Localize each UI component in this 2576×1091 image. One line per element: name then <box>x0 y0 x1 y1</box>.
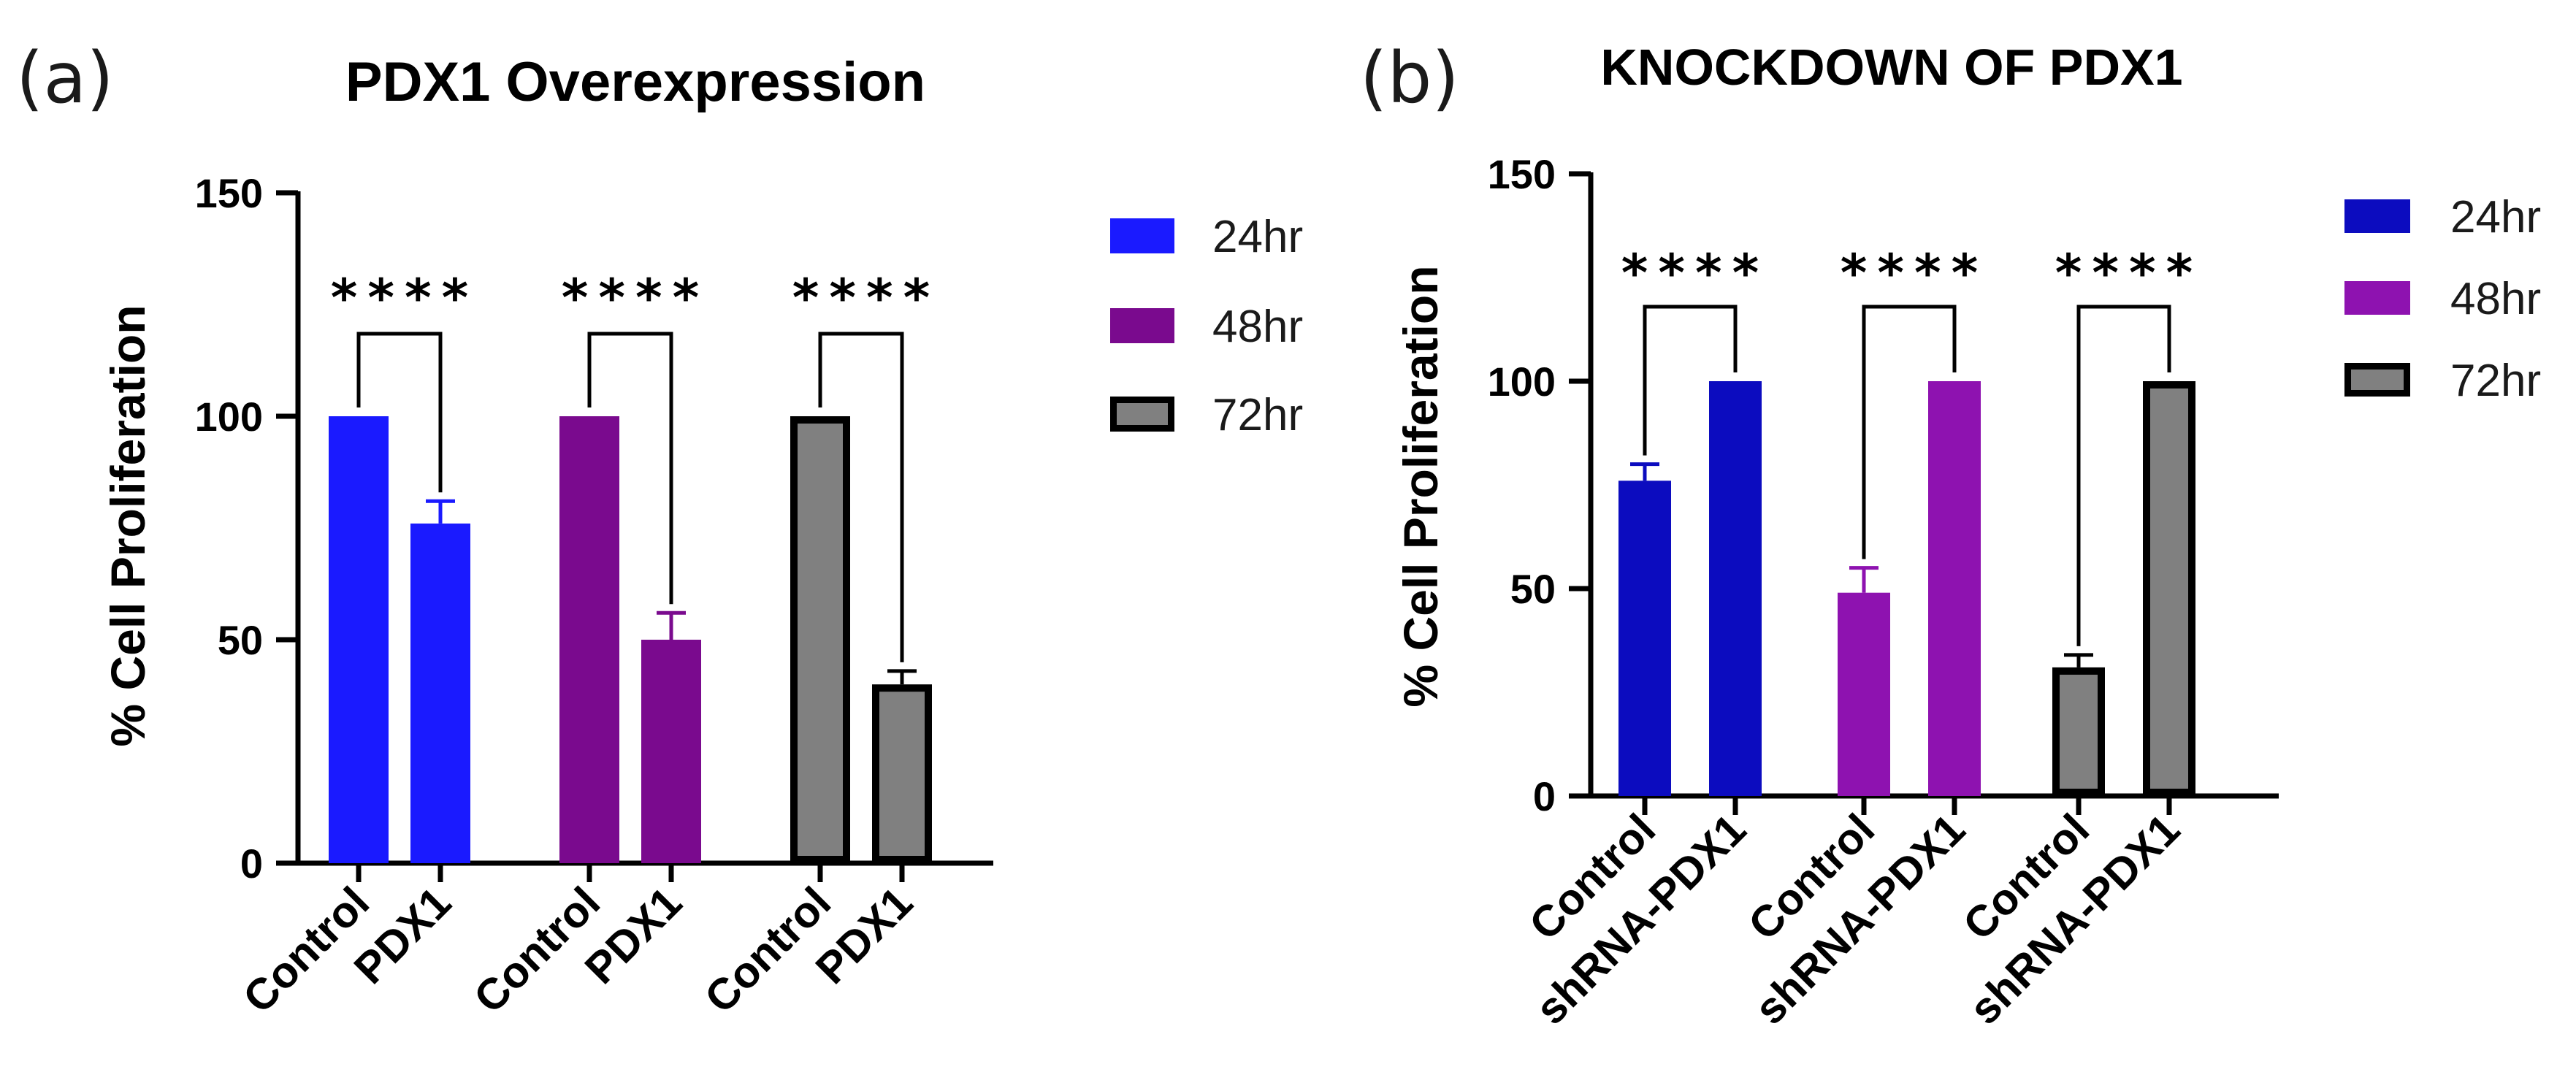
legend-label: 24hr <box>1212 212 1303 262</box>
panel-a-overexpression: (a) PDX1 Overexpression 0 50 100 150 % Cell Pr… <box>16 37 1303 1022</box>
significance-label: **** <box>562 268 709 328</box>
legend-label: 48hr <box>2450 274 2541 324</box>
significance-label: **** <box>1841 243 1988 303</box>
bar <box>2143 381 2195 796</box>
legend-label: 24hr <box>2450 192 2541 242</box>
significance-bracket <box>587 332 673 605</box>
category-label: PDX1 <box>806 878 922 993</box>
panel-label: (b) <box>1360 37 1459 119</box>
chart-title: KNOCKDOWN OF PDX1 <box>1600 39 2182 96</box>
y-tick-label: 100 <box>1488 359 1556 405</box>
bar <box>410 523 470 863</box>
significance-label: **** <box>792 268 940 328</box>
legend-label: 72hr <box>1212 390 1303 440</box>
legend-swatch <box>1110 397 1174 432</box>
y-tick-label: 50 <box>218 617 263 663</box>
bar <box>1618 481 1671 796</box>
significance-label: **** <box>2055 243 2203 303</box>
panel-b-knockdown: (b) KNOCKDOWN OF PDX1 0 50 100 150 % Cell Prol… <box>1360 37 2541 1034</box>
bar <box>1928 381 1981 796</box>
y-tick-label: 50 <box>1510 566 1556 612</box>
y-tick-label: 0 <box>240 841 263 887</box>
bar <box>329 416 389 863</box>
significance-label: **** <box>331 268 478 328</box>
bar <box>559 416 619 863</box>
significance-label: **** <box>1621 243 1769 303</box>
legend-label: 48hr <box>1212 302 1303 352</box>
chart-title: PDX1 Overexpression <box>345 51 925 113</box>
category-label: PDX1 <box>576 878 691 993</box>
legend-swatch <box>2344 363 2410 397</box>
y-axis-label: % Cell Proliferation <box>101 305 155 746</box>
legend-swatch <box>2344 281 2410 315</box>
bar <box>641 640 701 863</box>
y-tick-label: 150 <box>1488 151 1556 197</box>
significance-bracket <box>1862 305 1957 559</box>
y-axis-label: % Cell Proliferation <box>1394 265 1448 707</box>
significance-bracket <box>1643 305 1738 456</box>
significance-bracket <box>2076 305 2171 646</box>
significance-bracket <box>818 332 904 662</box>
bar <box>790 416 850 863</box>
bar <box>1838 592 1890 796</box>
y-tick-label: 100 <box>195 394 263 440</box>
panel-label: (a) <box>16 37 114 119</box>
bar <box>1709 381 1762 796</box>
bar <box>872 684 932 864</box>
legend-label: 72hr <box>2450 356 2541 406</box>
significance-bracket <box>356 332 443 493</box>
legend-swatch <box>1110 308 1174 343</box>
bar <box>2052 667 2105 796</box>
y-tick-label: 150 <box>195 170 263 216</box>
y-tick-label: 0 <box>1533 773 1556 819</box>
category-label: PDX1 <box>345 878 460 993</box>
legend-swatch <box>2344 199 2410 233</box>
legend-swatch <box>1110 218 1174 253</box>
